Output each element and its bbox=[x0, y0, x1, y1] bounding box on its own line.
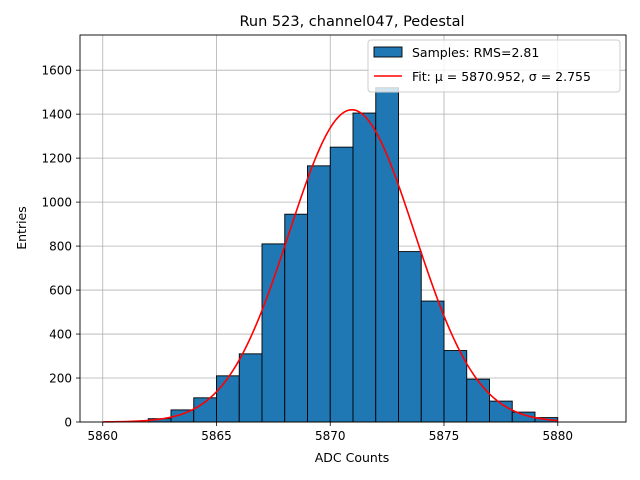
legend: Samples: RMS=2.81 Fit: μ = 5870.952, σ =… bbox=[367, 39, 621, 93]
histogram-bar bbox=[216, 375, 240, 423]
x-axis-label: ADC Counts bbox=[315, 450, 390, 465]
y-axis: 0 200 400 600 800 1000 1200 1400 1600 bbox=[41, 64, 80, 430]
x-tick-label: 5870 bbox=[315, 429, 346, 443]
histogram-bars bbox=[147, 87, 559, 423]
fit-curve bbox=[102, 108, 558, 423]
histogram-bar bbox=[238, 353, 263, 423]
histogram-bar bbox=[443, 350, 468, 423]
legend-label-samples: Samples: RMS=2.81 bbox=[412, 45, 539, 60]
x-tick-label: 5865 bbox=[201, 429, 232, 443]
y-tick-label: 1000 bbox=[41, 196, 72, 210]
y-tick-label: 800 bbox=[49, 240, 72, 254]
x-axis: 5860 5865 5870 5875 5880 bbox=[87, 422, 573, 443]
y-tick-label: 0 bbox=[64, 416, 72, 430]
y-axis-label: Entries bbox=[14, 206, 29, 250]
legend-swatch-samples bbox=[373, 46, 403, 58]
y-tick-label: 1400 bbox=[41, 108, 72, 122]
y-tick-label: 1600 bbox=[41, 64, 72, 78]
legend-box bbox=[367, 39, 621, 93]
x-tick-label: 5880 bbox=[542, 429, 573, 443]
x-tick-label: 5875 bbox=[429, 429, 460, 443]
y-tick-label: 400 bbox=[49, 328, 72, 342]
histogram-bar bbox=[307, 165, 331, 423]
chart-title: Run 523, channel047, Pedestal bbox=[239, 14, 464, 30]
histogram-bar bbox=[466, 378, 490, 423]
y-tick-label: 600 bbox=[49, 284, 72, 298]
x-tick-label: 5860 bbox=[87, 429, 118, 443]
histogram-bar bbox=[352, 112, 377, 423]
histogram-bar bbox=[398, 251, 422, 423]
histogram-bar bbox=[329, 146, 354, 423]
plot-frame bbox=[79, 34, 627, 423]
histogram-bar bbox=[420, 300, 445, 423]
histogram-bar bbox=[261, 243, 286, 423]
legend-label-fit: Fit: μ = 5870.952, σ = 2.755 bbox=[412, 69, 591, 84]
y-tick-label: 200 bbox=[49, 372, 72, 386]
y-tick-label: 1200 bbox=[41, 152, 72, 166]
histogram-bar bbox=[284, 213, 308, 423]
